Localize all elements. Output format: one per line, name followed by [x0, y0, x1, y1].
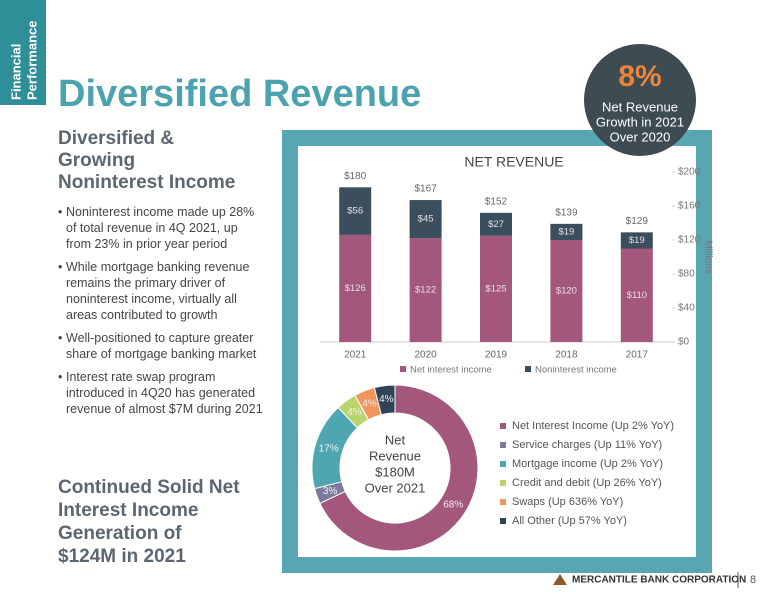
callout-text: Growth in 2021	[596, 114, 684, 129]
bar-value-label: $27	[488, 219, 504, 230]
slice-label: 4%	[347, 407, 362, 418]
bar-segment	[409, 200, 442, 239]
y-tick-label: $120	[678, 235, 701, 246]
bar-value-label: $122	[415, 285, 436, 296]
bar-value-label: $56	[347, 206, 363, 217]
legend-swatch	[400, 366, 406, 372]
sidebar-text: Performance	[24, 21, 39, 100]
bullet: Noninterest income made up 28% of total …	[58, 204, 263, 252]
bar-segment	[550, 223, 583, 240]
bar-total-label: $139	[555, 207, 578, 218]
bar-segment	[620, 248, 653, 342]
heading-line: $124M in 2021	[58, 546, 186, 567]
legend-label: Service charges (Up 11% YoY)	[512, 439, 662, 451]
x-tick-label: 2017	[626, 350, 649, 361]
bar-segment	[550, 240, 583, 342]
y-tick-label: $160	[678, 201, 701, 212]
legend-label: Noninterest income	[535, 365, 617, 376]
legend-label: Swaps (Up 636% YoY)	[512, 496, 623, 508]
sidebar	[0, 0, 46, 105]
legend-swatch	[525, 366, 531, 372]
bar-value-label: $110	[627, 290, 647, 301]
donut-center-text: $180M	[375, 464, 415, 479]
bullet: Well-positioned to capture greater share…	[58, 330, 263, 362]
x-tick-label: 2019	[485, 350, 508, 361]
y-tick-label: $0	[678, 337, 690, 348]
callout-text: Over 2020	[610, 129, 671, 144]
logo-mark	[553, 574, 567, 585]
heading-line: Growing	[58, 150, 136, 171]
bar-total-label: $129	[626, 216, 649, 227]
slice-label: 4%	[362, 398, 377, 409]
x-tick-label: 2020	[414, 350, 437, 361]
legend-label: Net interest income	[410, 365, 492, 376]
bar-segment	[480, 212, 512, 236]
section-heading: Continued Solid Net Interest Income Gene…	[58, 476, 278, 568]
y-tick-label: $200	[678, 167, 701, 178]
bar-segment	[480, 235, 512, 342]
slice-label: 68%	[443, 500, 463, 511]
callout-text: Net Revenue	[602, 99, 678, 114]
bar-total-label: $152	[485, 196, 508, 207]
heading-line: Continued Solid Net	[58, 477, 240, 498]
bar-value-label: $126	[345, 283, 366, 294]
bar-total-label: $167	[414, 184, 437, 195]
bar-value-label: $45	[418, 214, 434, 225]
section-heading: Diversified & Growing Noninterest Income	[58, 128, 278, 194]
donut-slice	[373, 384, 396, 416]
legend-swatch	[500, 499, 506, 505]
donut-center-text: Net	[385, 432, 406, 447]
bullet-list: Noninterest income made up 28% of total …	[58, 204, 263, 424]
legend-label: All Other (Up 57% YoY)	[512, 515, 627, 527]
legend-label: Credit and debit (Up 26% YoY)	[512, 477, 662, 489]
y-tick-label: $80	[678, 269, 695, 280]
bar-segment	[620, 232, 653, 249]
heading-line: Diversified &	[58, 128, 175, 149]
donut-center-text: Over 2021	[365, 480, 426, 495]
legend-label: Net Interest Income (Up 2% YoY)	[512, 420, 674, 432]
y-axis-label: Millions	[702, 240, 713, 273]
legend-label: Mortgage income (Up 2% YoY)	[512, 458, 663, 470]
company-name: MERCANTILE BANK CORPORATION	[572, 575, 746, 586]
slice-label: 4%	[379, 394, 394, 405]
legend-swatch	[500, 461, 506, 467]
callout-value: 8%	[618, 60, 661, 93]
bar-segment	[409, 238, 442, 342]
x-tick-label: 2018	[555, 350, 578, 361]
x-tick-label: 2021	[344, 350, 367, 361]
legend-swatch	[500, 518, 506, 524]
bar-segment	[339, 187, 372, 235]
bar-value-label: $125	[485, 283, 506, 294]
legend-swatch	[500, 442, 506, 448]
bar-total-label: $180	[344, 171, 367, 182]
sidebar-text: Financial	[8, 44, 23, 100]
bullet: Interest rate swap program introduced in…	[58, 369, 263, 417]
heading-line: Generation of	[58, 523, 182, 544]
slide-title: Diversified Revenue	[58, 73, 421, 115]
slice-label: 3%	[323, 486, 338, 497]
legend-swatch	[500, 423, 506, 429]
donut-slice	[319, 384, 479, 552]
donut-center-text: Revenue	[369, 448, 421, 463]
bullet: While mortgage banking revenue remains t…	[58, 259, 263, 323]
bar-segment	[339, 234, 372, 342]
bar-value-label: $19	[629, 235, 645, 246]
callout-circle	[584, 44, 696, 156]
legend-swatch	[500, 480, 506, 486]
bar-value-label: $120	[556, 286, 577, 297]
y-tick-label: $40	[678, 303, 695, 314]
page-number: 8	[750, 574, 756, 586]
slice-label: 17%	[319, 443, 339, 454]
chart-title: NET REVENUE	[464, 154, 563, 170]
heading-line: Noninterest Income	[58, 172, 236, 193]
bar-value-label: $19	[558, 226, 574, 237]
heading-line: Interest Income	[58, 500, 199, 521]
